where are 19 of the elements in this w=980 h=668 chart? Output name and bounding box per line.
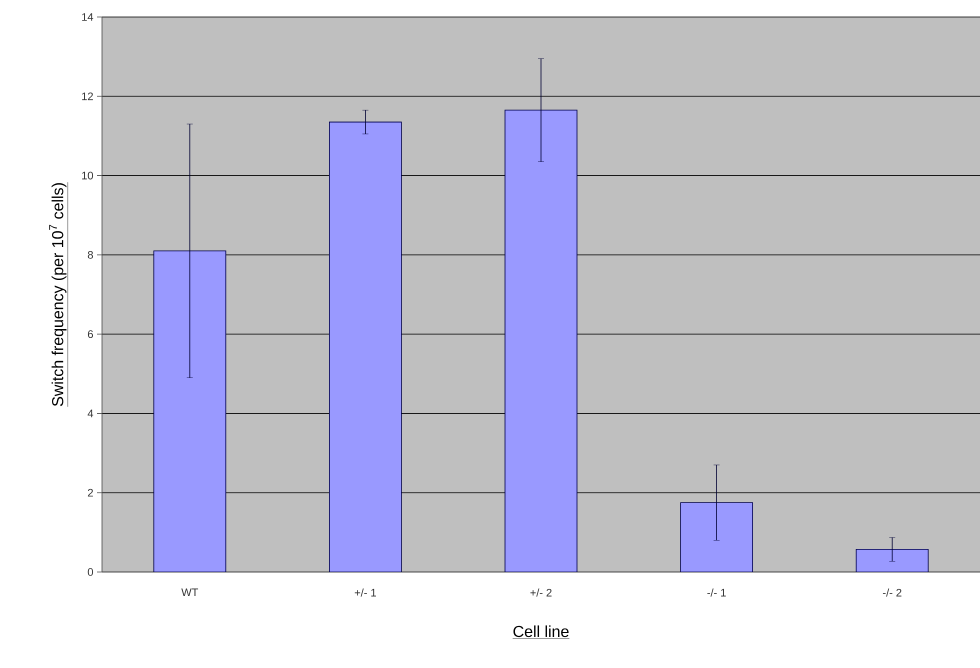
x-tick-label: -/- 1 [707,588,726,597]
bar [856,549,929,572]
x-axis-title: Cell line [513,625,569,638]
x-tick-label: WT [181,588,198,596]
y-tick-label: 14 [82,13,94,21]
y-tick-label: 6 [88,330,93,338]
y-tick-label: 12 [82,92,93,100]
bar [504,110,578,572]
x-tick-label: +/- 2 [530,588,552,597]
bar [329,122,402,572]
y-tick-label: 0 [88,568,94,576]
y-tick-label: 10 [82,172,94,180]
y-tick-label: 8 [88,250,93,259]
bar [153,250,226,572]
y-tick-label: 4 [88,410,94,418]
y-axis-title: Switch frequency (per 10$^{7}$ cells) [49,183,66,406]
x-tick-label: -/- 2 [882,588,902,597]
x-tick-label: +/- 1 [354,588,376,597]
y-tick-label: 2 [88,488,93,497]
